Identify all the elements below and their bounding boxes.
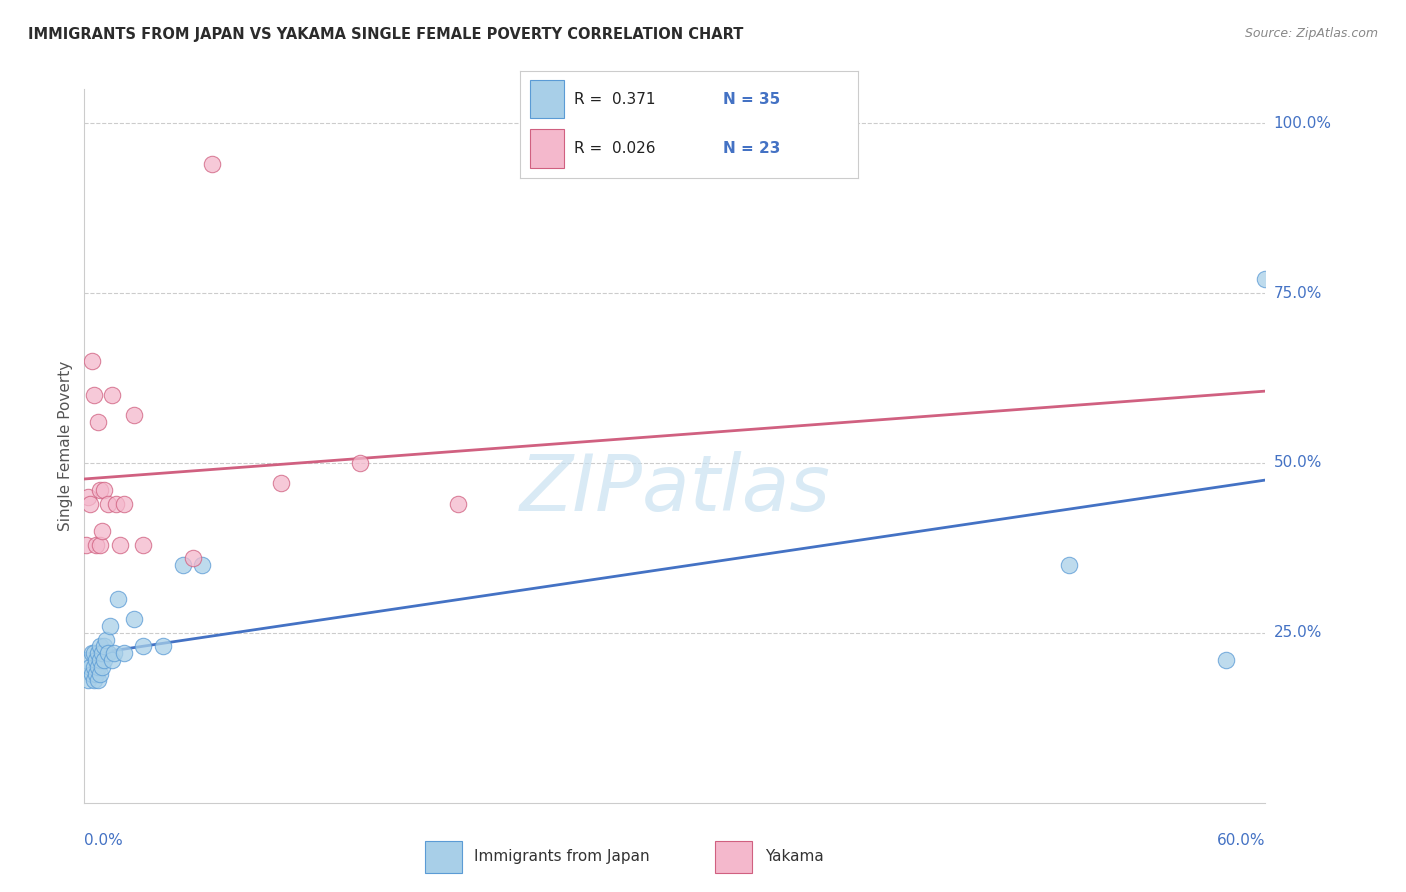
Point [87, 673, 110, 688]
Text: R =  0.026: R = 0.026 [574, 141, 655, 156]
Point [77, 490, 100, 504]
Point [89, 653, 111, 667]
Point [122, 409, 145, 423]
Point [91, 646, 114, 660]
Text: 50.0%: 50.0% [1274, 456, 1322, 470]
Text: 0.0%: 0.0% [84, 833, 124, 848]
Point [79, 660, 101, 674]
Text: Source: ZipAtlas.com: Source: ZipAtlas.com [1244, 27, 1378, 40]
Point [87, 646, 110, 660]
Point [1215, 653, 1237, 667]
Point [122, 612, 145, 626]
Point [447, 497, 470, 511]
Point [98, 619, 121, 633]
Point [83, 646, 105, 660]
Point [103, 646, 125, 660]
Point [101, 388, 124, 402]
Point [97, 497, 120, 511]
Point [75, 653, 97, 667]
Point [132, 537, 155, 551]
Point [1057, 558, 1080, 572]
Text: 100.0%: 100.0% [1274, 116, 1331, 131]
Text: Immigrants from Japan: Immigrants from Japan [474, 849, 650, 863]
Text: 25.0%: 25.0% [1274, 625, 1322, 640]
Point [172, 558, 194, 572]
Point [107, 591, 129, 606]
Text: N = 35: N = 35 [723, 92, 780, 107]
Y-axis label: Single Female Poverty: Single Female Poverty [58, 361, 73, 531]
Point [93, 483, 115, 498]
Point [83, 388, 105, 402]
Point [84, 537, 107, 551]
Point [83, 660, 105, 674]
Point [132, 640, 155, 654]
Point [112, 497, 135, 511]
Point [82, 666, 104, 681]
Point [87, 660, 110, 674]
Point [84, 653, 107, 667]
Text: IMMIGRANTS FROM JAPAN VS YAKAMA SINGLE FEMALE POVERTY CORRELATION CHART: IMMIGRANTS FROM JAPAN VS YAKAMA SINGLE F… [28, 27, 744, 42]
Point [104, 497, 127, 511]
Point [84, 666, 107, 681]
Point [191, 558, 214, 572]
Point [91, 524, 114, 538]
Point [91, 660, 114, 674]
Point [82, 646, 104, 660]
Point [101, 653, 124, 667]
Point [181, 551, 204, 566]
Point [112, 646, 135, 660]
Point [77, 673, 100, 688]
Bar [530, 129, 564, 168]
Point [82, 354, 104, 368]
Point [83, 673, 105, 688]
Text: N = 23: N = 23 [723, 141, 780, 156]
Point [79, 497, 101, 511]
Bar [716, 841, 752, 873]
Point [93, 640, 115, 654]
Point [89, 666, 111, 681]
Point [93, 653, 115, 667]
Text: R =  0.371: R = 0.371 [574, 92, 655, 107]
Point [97, 646, 120, 660]
Bar [425, 841, 461, 873]
Point [1254, 272, 1277, 286]
Text: 75.0%: 75.0% [1274, 285, 1322, 301]
Point [87, 415, 110, 429]
Text: 60.0%: 60.0% [1218, 833, 1265, 848]
Text: ZIPatlas: ZIPatlas [519, 450, 831, 527]
Bar [530, 80, 564, 119]
Point [89, 483, 111, 498]
Point [270, 476, 292, 491]
Point [201, 157, 224, 171]
Point [349, 456, 371, 470]
Text: Yakama: Yakama [765, 849, 824, 863]
Point [108, 537, 131, 551]
Point [89, 640, 111, 654]
Point [89, 537, 111, 551]
Point [152, 640, 174, 654]
Point [94, 632, 117, 647]
Point [75, 537, 97, 551]
